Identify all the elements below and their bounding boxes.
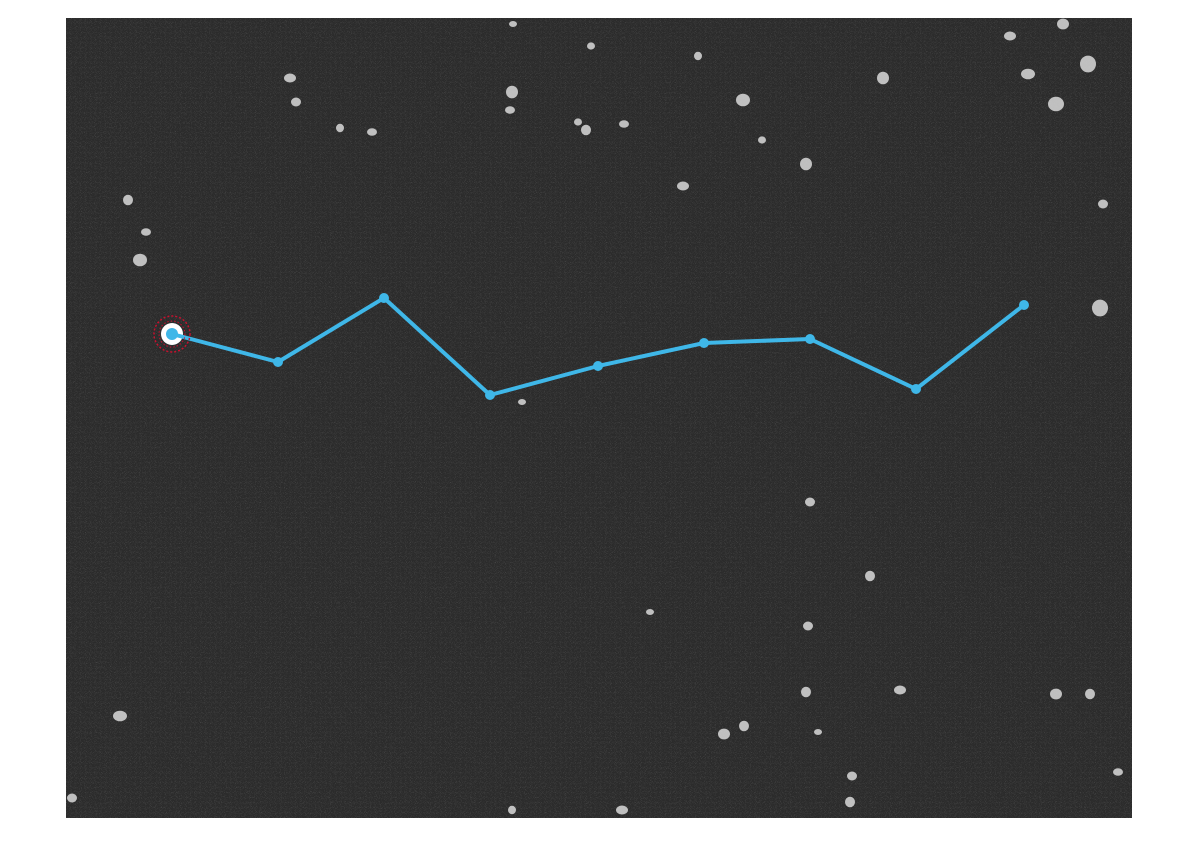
particle-blob (814, 729, 822, 735)
particle-blob (800, 157, 812, 171)
start-marker-inner-ring (158, 320, 186, 348)
start-marker-ring (153, 315, 191, 353)
particle-blob (367, 128, 377, 136)
particle-blob (758, 136, 766, 144)
track-point (593, 361, 603, 371)
particle-blob (619, 120, 629, 128)
particle-blob (1021, 68, 1035, 80)
particle-blob (133, 253, 147, 267)
particle-blob (1080, 55, 1096, 73)
particle-blob (805, 497, 815, 507)
particle-blob (581, 124, 591, 136)
particle-blobs (67, 18, 1123, 815)
image-noise-texture (66, 18, 1132, 818)
particle-blob (845, 796, 855, 808)
particle-blob (141, 228, 151, 236)
particle-blob (718, 728, 730, 740)
particle-blob (803, 621, 813, 631)
microscopy-image-svg (66, 18, 1132, 818)
track-point (485, 390, 495, 400)
particle-blob (1092, 299, 1108, 317)
particle-blob (865, 570, 875, 582)
particle-blob (736, 93, 750, 107)
particle-blob (1098, 199, 1108, 209)
particle-blob (801, 686, 811, 698)
track-point (699, 338, 709, 348)
particle-blob (336, 123, 344, 133)
particle-blob (1057, 18, 1069, 30)
particle-blob (505, 106, 515, 114)
particle-blob (123, 194, 133, 206)
particle-blob (574, 118, 582, 126)
particle-blob (1050, 688, 1062, 700)
particle-blob (646, 609, 654, 615)
particle-blob (518, 399, 526, 405)
particle-blob (284, 73, 296, 83)
track-point (911, 384, 921, 394)
particle-blob (1004, 31, 1016, 41)
particle-blob (113, 710, 127, 722)
particle-blob (291, 97, 301, 107)
particle-blob (877, 71, 889, 85)
track-point (1019, 300, 1029, 310)
track-point (273, 357, 283, 367)
particle-blob (894, 685, 906, 695)
particle-blob (67, 793, 77, 803)
track-point (166, 328, 178, 340)
particle-track (153, 293, 1029, 400)
particle-blob (616, 805, 628, 815)
particle-blob (1113, 768, 1123, 776)
particle-blob (1085, 688, 1095, 700)
particle-blob (739, 720, 749, 732)
particle-blob (587, 42, 595, 50)
particle-blob (508, 805, 516, 815)
particle-blob (694, 51, 702, 61)
particle-blob (506, 85, 518, 99)
track-point (379, 293, 389, 303)
track-point (805, 334, 815, 344)
particle-blob (677, 181, 689, 191)
particle-blob (847, 771, 857, 781)
particle-blob (509, 21, 517, 27)
microscopy-image (66, 18, 1132, 818)
particle-blob (1048, 96, 1064, 112)
